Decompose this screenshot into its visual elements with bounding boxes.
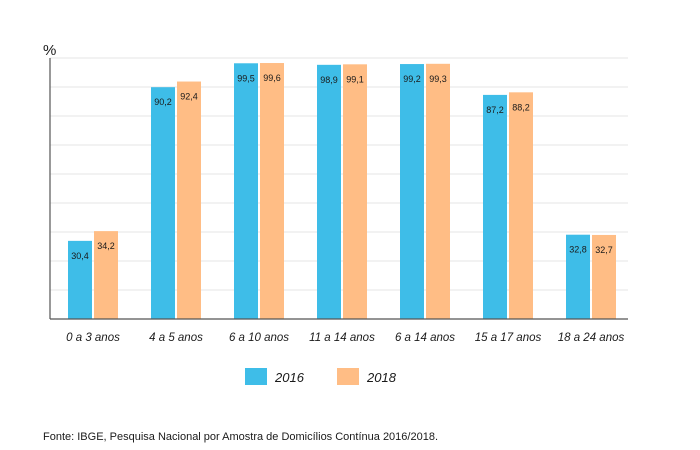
x-tick-label: 11 a 14 anos [309, 332, 375, 344]
bar-value-label: 90,2 [154, 97, 172, 107]
x-tick-label: 0 a 3 anos [66, 332, 120, 344]
x-tick-label: 18 a 24 anos [558, 332, 625, 344]
bar-value-label: 98,9 [320, 75, 338, 85]
bar-2018 [509, 92, 533, 320]
bar-value-label: 99,1 [346, 74, 364, 84]
bar-value-label: 99,2 [403, 74, 421, 84]
bar-value-label: 34,2 [97, 241, 115, 251]
bars: 30,4 34,2 90,2 92,4 99,5 99,6 98,9 99,1 99,2 99,3… [68, 63, 616, 320]
bar-group: 87,2 [483, 94, 507, 319]
bar-2016 [483, 94, 507, 319]
bar-2018 [426, 63, 450, 320]
bar-group: 92,4 [177, 81, 201, 319]
bar-2016 [68, 240, 92, 319]
bar-value-label: 99,5 [237, 73, 255, 83]
bar-group: 99,2 [400, 64, 424, 319]
bar-group: 98,9 [317, 64, 341, 320]
x-tick-label: 4 a 5 anos [149, 332, 203, 344]
bar-2016 [234, 63, 258, 319]
bar-group: 32,7 [592, 234, 616, 319]
bar-value-label: 99,3 [429, 74, 447, 84]
x-tick-label: 6 a 10 anos [229, 332, 289, 344]
bar-value-label: 32,8 [569, 245, 587, 255]
bar-group: 99,6 [260, 63, 284, 319]
source-note: Fonte: IBGE, Pesquisa Nacional por Amost… [43, 431, 438, 443]
legend-label-2016: 2016 [274, 370, 305, 385]
bar-group: 99,3 [426, 63, 450, 320]
x-tick-label: 6 a 14 anos [395, 332, 455, 344]
bar-group: 90,2 [151, 87, 175, 319]
bar-group: 32,8 [566, 234, 590, 319]
x-tick-labels: 0 a 3 anos 4 a 5 anos 6 a 10 anos 11 a 14 a… [66, 332, 624, 344]
bar-value-label: 87,2 [486, 105, 504, 115]
bar-group: 34,2 [94, 231, 118, 319]
bar-2018 [592, 234, 616, 319]
bar-value-label: 88,2 [512, 102, 530, 112]
bar-2016 [566, 234, 590, 319]
bar-value-label: 99,6 [263, 73, 281, 83]
bar-2018 [94, 231, 118, 319]
legend-label-2018: 2018 [366, 370, 397, 385]
bar-2016 [317, 64, 341, 320]
bar-group: 88,2 [509, 92, 533, 320]
bar-value-label: 92,4 [180, 92, 198, 102]
axes: % [43, 42, 628, 320]
legend-swatch-2018 [337, 368, 359, 385]
bar-value-label: 30,4 [71, 251, 89, 261]
x-tick-label: 15 a 17 anos [475, 332, 542, 344]
bar-value-label: 32,7 [595, 245, 613, 255]
bar-2018 [260, 63, 284, 319]
bar-group: 99,5 [234, 63, 258, 319]
legend-swatch-2016 [245, 368, 267, 385]
bar-group: 30,4 [68, 240, 92, 319]
bar-2016 [151, 87, 175, 319]
bar-2016 [400, 64, 424, 319]
y-unit-label: % [43, 42, 56, 59]
bar-group: 99,1 [343, 64, 367, 319]
legend: 2016 2018 [245, 368, 397, 385]
bar-2018 [177, 81, 201, 319]
bar-2018 [343, 64, 367, 319]
